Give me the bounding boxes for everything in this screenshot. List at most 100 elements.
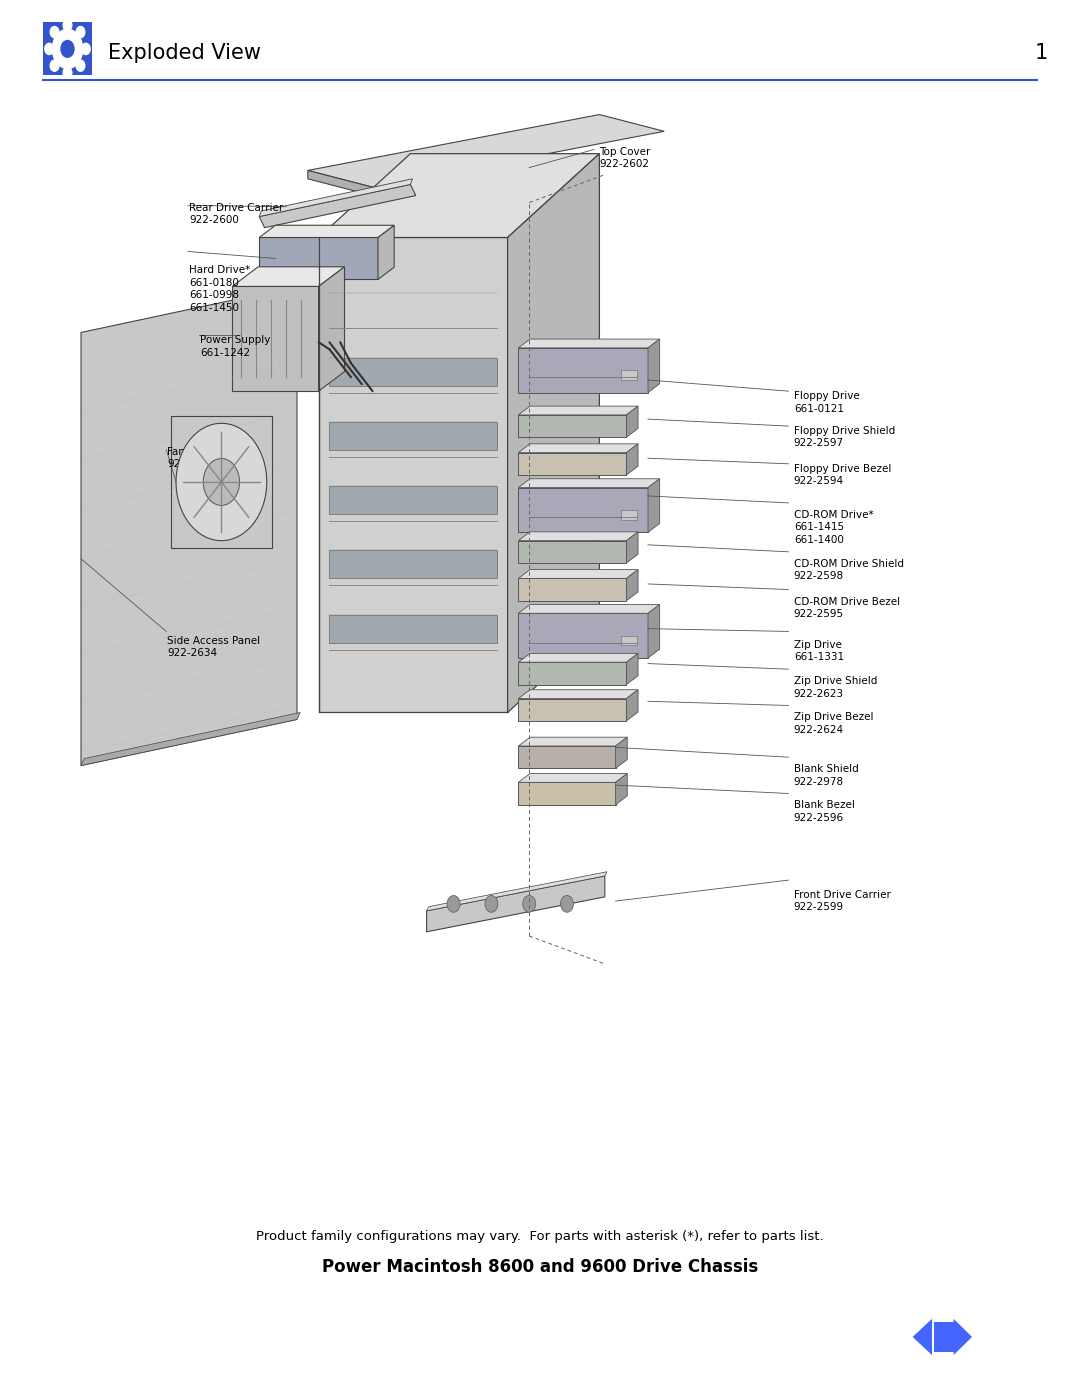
Polygon shape — [518, 444, 638, 453]
Polygon shape — [626, 407, 638, 437]
Text: Zip Drive
661-1331: Zip Drive 661-1331 — [794, 640, 843, 662]
Polygon shape — [518, 782, 616, 805]
Circle shape — [485, 895, 498, 912]
Polygon shape — [518, 578, 626, 601]
Circle shape — [176, 423, 267, 541]
Polygon shape — [259, 225, 394, 237]
Polygon shape — [954, 1319, 972, 1355]
Polygon shape — [518, 698, 626, 721]
Text: Blank Shield
922-2978: Blank Shield 922-2978 — [794, 764, 859, 787]
Polygon shape — [518, 488, 648, 532]
Polygon shape — [81, 286, 297, 766]
Text: Power Supply
661-1242: Power Supply 661-1242 — [200, 335, 270, 358]
Polygon shape — [319, 154, 599, 237]
Polygon shape — [626, 654, 638, 685]
Text: Exploded View: Exploded View — [108, 43, 261, 63]
Circle shape — [82, 43, 91, 54]
Polygon shape — [518, 774, 627, 782]
Bar — [329, 422, 497, 450]
Circle shape — [50, 27, 58, 38]
Text: Zip Drive Bezel
922-2624: Zip Drive Bezel 922-2624 — [794, 712, 874, 735]
Bar — [329, 550, 497, 578]
Polygon shape — [518, 613, 648, 658]
Polygon shape — [648, 605, 660, 658]
Polygon shape — [518, 690, 638, 698]
Polygon shape — [518, 348, 648, 393]
Polygon shape — [518, 746, 616, 768]
Polygon shape — [626, 690, 638, 721]
Polygon shape — [626, 444, 638, 475]
Polygon shape — [518, 654, 638, 662]
Polygon shape — [616, 774, 627, 805]
Bar — [934, 1322, 954, 1352]
Bar — [329, 486, 497, 514]
Bar — [621, 636, 637, 645]
Bar — [329, 615, 497, 643]
Circle shape — [203, 458, 240, 506]
Circle shape — [45, 43, 54, 54]
Bar — [329, 358, 497, 386]
Text: 1: 1 — [1035, 43, 1048, 63]
Polygon shape — [616, 738, 627, 768]
Text: Floppy Drive
661-0121: Floppy Drive 661-0121 — [794, 391, 860, 414]
Text: Zip Drive Shield
922-2623: Zip Drive Shield 922-2623 — [794, 676, 877, 698]
Polygon shape — [518, 339, 660, 348]
Polygon shape — [648, 479, 660, 532]
Circle shape — [60, 41, 73, 57]
Polygon shape — [308, 170, 373, 196]
Polygon shape — [259, 179, 413, 217]
Circle shape — [63, 67, 71, 78]
Polygon shape — [518, 532, 638, 541]
Circle shape — [77, 60, 85, 71]
Polygon shape — [626, 570, 638, 601]
Polygon shape — [518, 605, 660, 613]
Polygon shape — [913, 1319, 932, 1355]
Circle shape — [447, 895, 460, 912]
Polygon shape — [427, 872, 607, 911]
Text: Hard Drive*
661-0180
661-0998
661-1450: Hard Drive* 661-0180 661-0998 661-1450 — [189, 265, 251, 313]
Circle shape — [63, 20, 71, 31]
Polygon shape — [308, 115, 664, 187]
Polygon shape — [626, 532, 638, 563]
Polygon shape — [518, 541, 626, 563]
Polygon shape — [427, 876, 605, 932]
Text: Front Drive Carrier
922-2599: Front Drive Carrier 922-2599 — [794, 890, 891, 912]
Circle shape — [52, 29, 83, 68]
Polygon shape — [518, 570, 638, 578]
Circle shape — [561, 895, 573, 912]
Polygon shape — [378, 225, 394, 279]
Polygon shape — [518, 415, 626, 437]
Polygon shape — [518, 738, 627, 746]
Polygon shape — [81, 712, 300, 766]
Polygon shape — [518, 407, 638, 415]
Polygon shape — [508, 154, 599, 712]
Text: Side Access Panel
922-2634: Side Access Panel 922-2634 — [167, 636, 260, 658]
Polygon shape — [232, 286, 319, 391]
Polygon shape — [648, 339, 660, 393]
Polygon shape — [518, 479, 660, 488]
Text: Floppy Drive Bezel
922-2594: Floppy Drive Bezel 922-2594 — [794, 464, 891, 486]
Circle shape — [50, 60, 58, 71]
Text: CD-ROM Drive Bezel
922-2595: CD-ROM Drive Bezel 922-2595 — [794, 597, 900, 619]
Bar — [621, 510, 637, 520]
Text: Top Cover
922-2602: Top Cover 922-2602 — [599, 147, 651, 169]
Text: Blank Bezel
922-2596: Blank Bezel 922-2596 — [794, 800, 854, 823]
Polygon shape — [518, 662, 626, 685]
Polygon shape — [232, 267, 345, 286]
Polygon shape — [518, 453, 626, 475]
Text: Floppy Drive Shield
922-2597: Floppy Drive Shield 922-2597 — [794, 426, 895, 448]
Polygon shape — [259, 184, 416, 228]
Text: Power Macintosh 8600 and 9600 Drive Chassis: Power Macintosh 8600 and 9600 Drive Chas… — [322, 1259, 758, 1275]
Text: Product family configurations may vary.  For parts with asterisk (*), refer to p: Product family configurations may vary. … — [256, 1229, 824, 1243]
Circle shape — [523, 895, 536, 912]
Bar — [621, 370, 637, 380]
Polygon shape — [259, 237, 378, 279]
FancyBboxPatch shape — [43, 22, 92, 75]
Circle shape — [77, 27, 85, 38]
Text: Rear Drive Carrier
922-2600: Rear Drive Carrier 922-2600 — [189, 203, 283, 225]
Text: Fan
922-2608: Fan 922-2608 — [167, 447, 217, 469]
Polygon shape — [319, 237, 508, 712]
Text: CD-ROM Drive*
661-1415
661-1400: CD-ROM Drive* 661-1415 661-1400 — [794, 510, 874, 545]
Text: CD-ROM Drive Shield
922-2598: CD-ROM Drive Shield 922-2598 — [794, 559, 904, 581]
Polygon shape — [319, 267, 345, 391]
